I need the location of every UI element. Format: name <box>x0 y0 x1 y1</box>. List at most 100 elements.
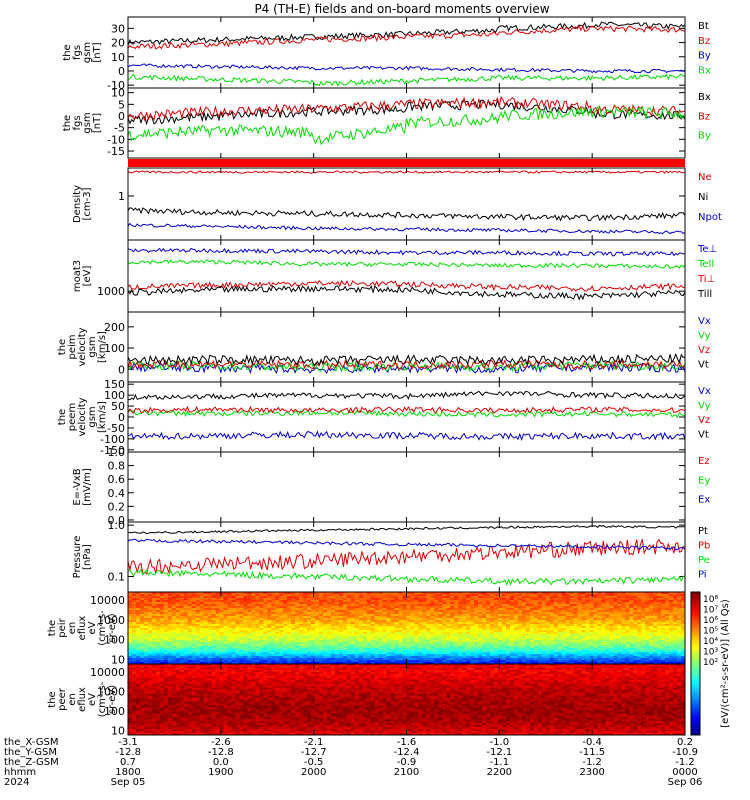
cell-peir <box>649 612 654 615</box>
cell-peir <box>442 656 447 659</box>
cell-peir <box>490 622 495 625</box>
cell-peir <box>366 622 372 625</box>
cell-peir <box>128 610 133 613</box>
cell-peir <box>430 606 435 609</box>
cell-peir <box>565 610 571 613</box>
cell-peir <box>314 632 320 635</box>
cell-peir <box>521 622 527 625</box>
cell-peir <box>358 622 364 625</box>
cell-peir <box>243 644 248 647</box>
cell-peir <box>533 654 539 657</box>
cell-peir <box>255 636 260 639</box>
cell-peir <box>386 654 391 657</box>
cell-peir <box>513 608 519 611</box>
cell-peir <box>470 598 475 601</box>
cell-peir <box>279 610 284 613</box>
cell-peir <box>657 606 662 609</box>
cell-peir <box>641 646 646 649</box>
cell-peir <box>307 634 312 637</box>
cell-peir <box>227 602 232 605</box>
cell-peir <box>354 598 360 601</box>
cell-peir <box>557 602 563 605</box>
cell-peir <box>159 630 165 633</box>
cell-peir <box>318 652 324 655</box>
cell-peir <box>549 616 555 619</box>
cell-peir <box>410 594 415 597</box>
cell-peir <box>549 646 555 649</box>
cell-peir <box>299 650 304 653</box>
cell-peir <box>271 604 276 607</box>
cell-peir <box>434 654 439 657</box>
cell-peir <box>151 596 157 599</box>
cell-peir <box>275 632 280 635</box>
cell-peir <box>466 592 471 595</box>
cell-peir <box>366 620 372 623</box>
cell-peir <box>275 644 280 647</box>
cell-peir <box>669 616 674 619</box>
cell-peir <box>661 608 666 611</box>
cell-peir <box>450 612 455 615</box>
cell-peir <box>139 592 145 595</box>
ytick-label-efield-4: 0.8 <box>108 460 126 473</box>
cell-peir <box>207 608 212 611</box>
cell-peir <box>609 652 614 655</box>
cell-peir <box>175 620 181 623</box>
cell-peir <box>147 624 153 627</box>
cell-peir <box>338 644 344 647</box>
cell-peir <box>187 652 193 655</box>
cell-peir <box>231 624 236 627</box>
cell-peir <box>215 600 220 603</box>
cell-peir <box>466 638 471 641</box>
cell-peir <box>259 610 264 613</box>
cell-peir <box>338 608 344 611</box>
cell-peir <box>199 654 204 657</box>
cell-peir <box>131 612 137 615</box>
cell-peir <box>470 642 475 645</box>
cell-peir <box>243 648 248 651</box>
cell-peir <box>151 602 157 605</box>
cell-peir <box>470 614 475 617</box>
cell-peir <box>295 648 300 651</box>
cell-peir <box>553 614 559 617</box>
cell-peir <box>203 626 208 629</box>
cell-peir <box>231 654 236 657</box>
cell-peir <box>271 632 276 635</box>
cell-peir <box>322 622 328 625</box>
cell-peir <box>131 628 137 631</box>
cell-peir <box>203 640 208 643</box>
cell-peir <box>314 616 320 619</box>
cell-peir <box>581 632 586 635</box>
ylabel-density-1: [cm-3] <box>82 187 93 220</box>
ylabel-peem-1: peem <box>67 403 78 431</box>
cell-peir <box>259 646 264 649</box>
cell-peir <box>545 642 551 645</box>
cell-peir <box>406 652 411 655</box>
cell-peir <box>239 656 244 659</box>
cell-peir <box>227 632 232 635</box>
cell-peir <box>147 636 153 639</box>
cell-peir <box>346 646 352 649</box>
cell-peir <box>561 600 567 603</box>
cell-peir <box>283 628 288 631</box>
cell-peir <box>402 614 407 617</box>
cell-peir <box>525 630 531 633</box>
cell-peir <box>223 648 228 651</box>
cell-peir <box>450 630 455 633</box>
cell-peir <box>402 634 407 637</box>
cell-peir <box>318 624 324 627</box>
cell-peir <box>299 636 304 639</box>
cell-peir <box>613 616 618 619</box>
cell-peir <box>422 642 427 645</box>
cell-peir <box>203 596 208 599</box>
cell-peir <box>474 608 479 611</box>
cell-peir <box>287 628 292 631</box>
cell-peir <box>601 608 606 611</box>
cell-peir <box>625 614 630 617</box>
cell-peir <box>390 606 395 609</box>
cell-peir <box>486 596 491 599</box>
cell-peir <box>414 654 419 657</box>
cell-peir <box>318 602 324 605</box>
cell-peir <box>211 592 216 595</box>
cell-peir <box>482 620 487 623</box>
